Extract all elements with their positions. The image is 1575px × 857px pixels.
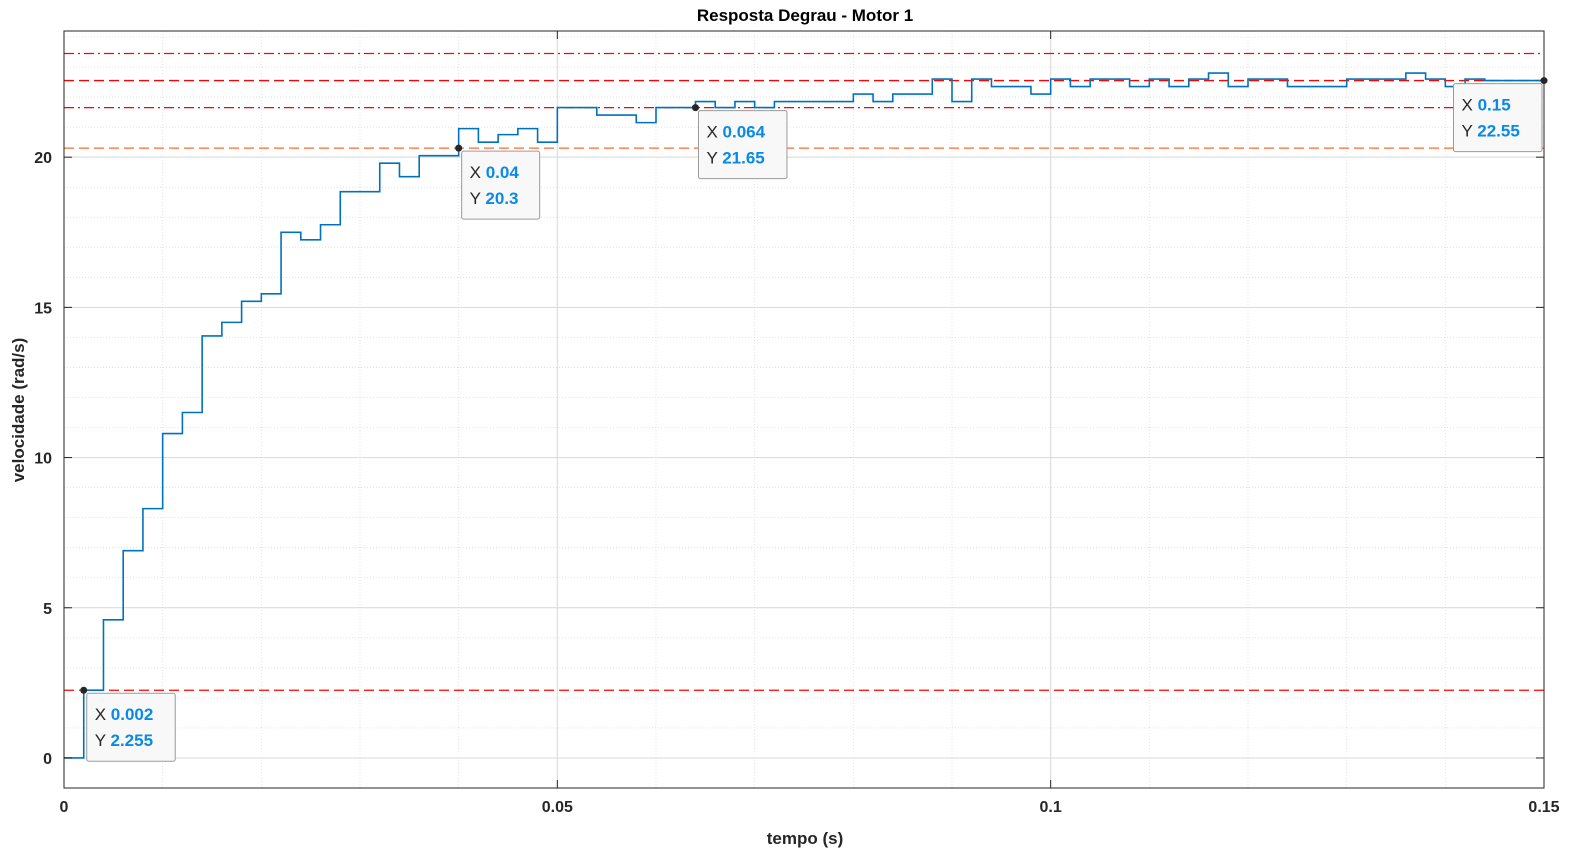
axes-box — [63, 30, 1545, 789]
chart-title: Resposta Degrau - Motor 1 — [697, 6, 913, 25]
datatip-y-text: Y 2.255 — [95, 731, 153, 750]
datatip-box — [1453, 83, 1543, 153]
y-tick-label: 20 — [34, 150, 52, 167]
datatip: X 0.04 Y 20.3 — [455, 144, 541, 220]
x-tick-label: 0 — [60, 799, 69, 816]
x-tick-label: 0.1 — [1040, 799, 1062, 816]
y-tick-label: 5 — [43, 601, 52, 618]
datatip-marker — [691, 104, 699, 112]
datatip-y-text: Y 22.55 — [1462, 122, 1520, 141]
y-tick-label: 0 — [43, 751, 52, 768]
y-axis-label: velocidade (rad/s) — [9, 338, 28, 483]
datatip-box — [461, 150, 541, 220]
datatip-box — [86, 692, 176, 762]
x-tick-label: 0.15 — [1528, 799, 1559, 816]
datatip-x-text: X 0.04 — [470, 163, 520, 182]
datatip-box — [697, 110, 788, 180]
y-tick-label: 15 — [34, 300, 52, 317]
datatip-x-text: X 0.15 — [1462, 96, 1511, 115]
datatip: X 0.002 Y 2.255 — [80, 686, 176, 762]
datatip-y-text: Y 21.65 — [706, 149, 764, 168]
plot-area: 0 0.05 0.1 0.15 0 5 10 15 20 X 0.002 Y 2.255 X 0.04… — [34, 30, 1560, 816]
x-tick-label: 0.05 — [542, 799, 573, 816]
datatip-x-text: X 0.064 — [706, 123, 765, 142]
datatip-y-text: Y 20.3 — [470, 189, 519, 208]
y-tick-label: 10 — [34, 451, 52, 468]
x-axis-label: tempo (s) — [767, 829, 844, 848]
datatip: X 0.15 Y 22.55 — [1453, 77, 1548, 153]
datatip: X 0.064 Y 21.65 — [691, 104, 788, 180]
series-line — [64, 72, 1544, 759]
datatip-x-text: X 0.002 — [95, 705, 154, 724]
plot-background — [64, 31, 1544, 788]
datatip-marker — [1540, 77, 1548, 85]
datatip-marker — [455, 144, 463, 152]
datatip-marker — [80, 686, 88, 694]
